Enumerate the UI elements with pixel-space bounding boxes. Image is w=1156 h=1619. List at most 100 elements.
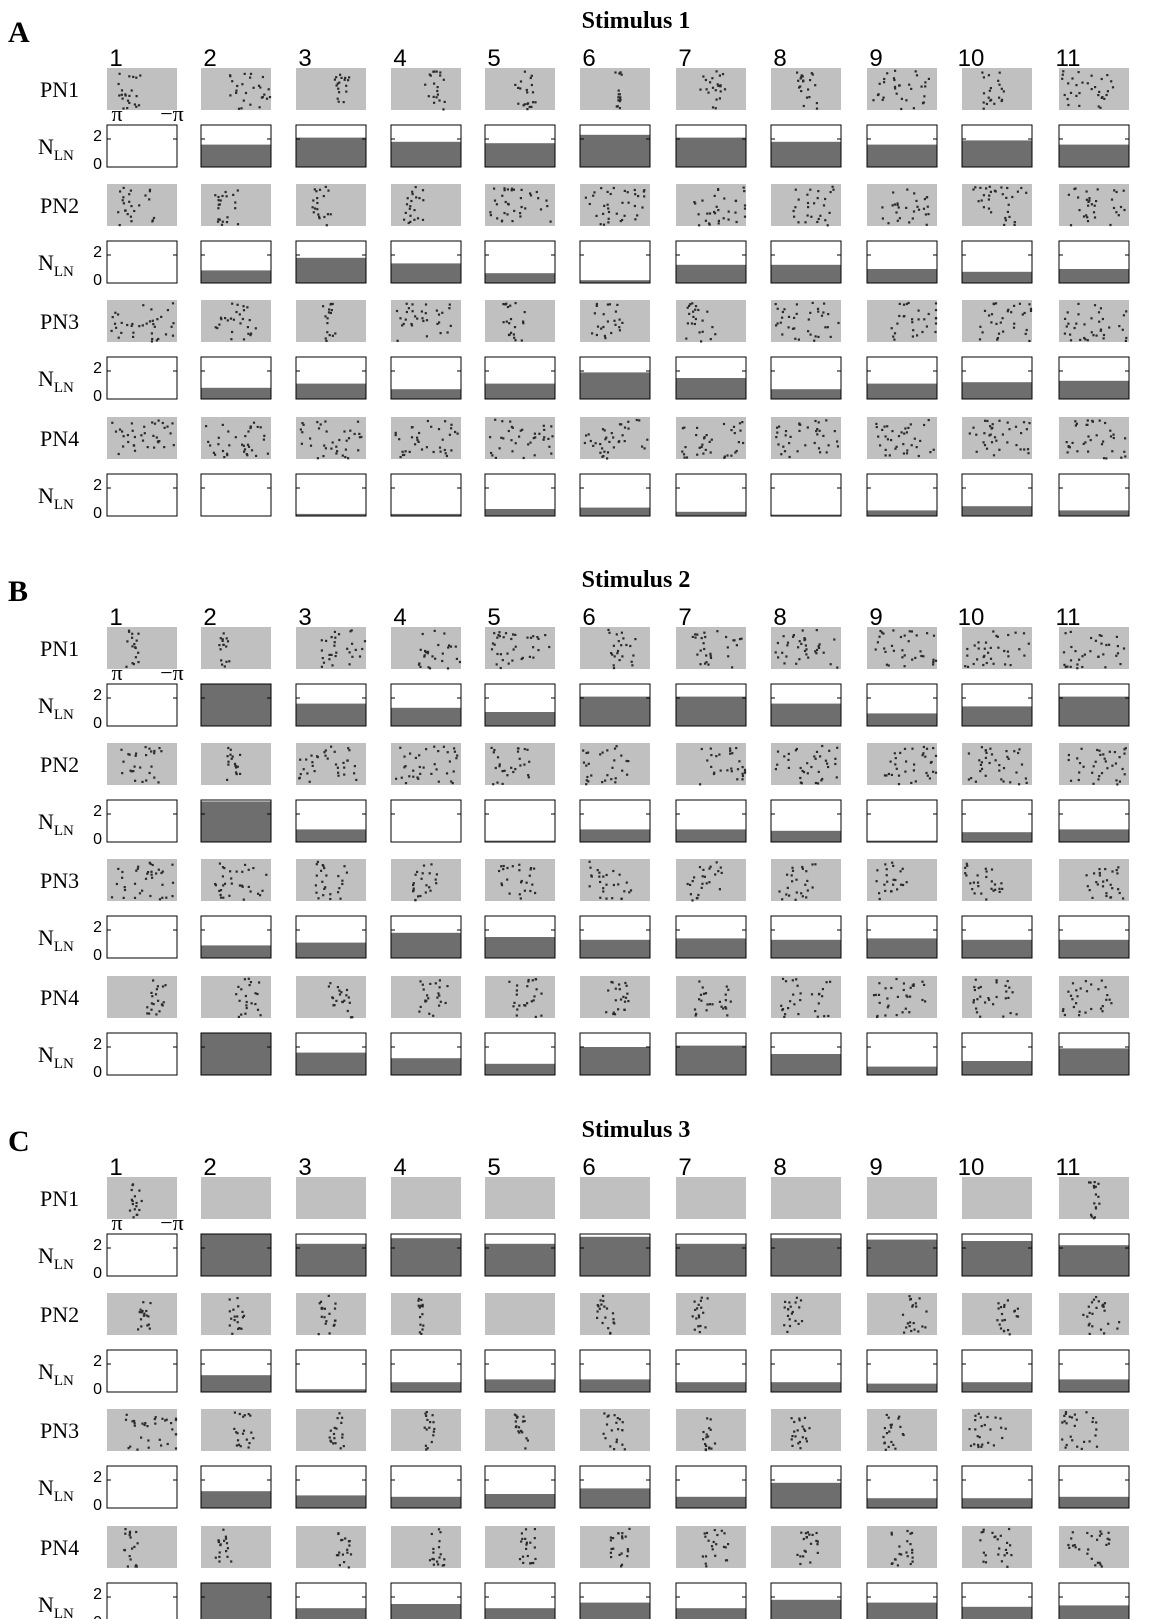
spike [901,867,904,870]
nln-frame [579,356,651,400]
nln-frame [484,473,556,517]
spike [133,896,137,899]
spike [897,774,901,777]
raster-box [485,1177,555,1219]
spike [325,224,328,227]
spike [1109,883,1112,886]
spike [498,447,501,450]
spike [1067,322,1070,325]
spike [238,1412,241,1416]
spike [908,83,911,86]
spike [709,747,712,750]
spike [996,1538,999,1541]
spike [518,1558,522,1561]
spike [137,651,140,654]
spike [410,322,413,326]
spike [641,206,644,209]
nln-bar [391,263,461,283]
spike [1006,1541,1009,1544]
nln-frame [484,799,556,843]
spike [820,779,823,782]
spike [133,765,136,768]
nln-frame [200,1349,272,1393]
spike [120,331,123,334]
raster-box [676,68,746,110]
spike [514,83,517,86]
spike [1105,998,1108,1001]
spike [437,1546,441,1549]
spike [596,325,600,328]
spike [1103,757,1106,760]
spike [993,436,997,439]
spike [608,440,611,443]
spike [1093,1181,1096,1184]
spike [903,665,906,668]
spike [896,219,899,222]
spike [893,85,897,88]
nln-tick-label: 2 [93,360,102,377]
spike [512,633,515,636]
spike [1124,437,1127,440]
spike [989,433,992,436]
row-label: PN2 [40,193,79,218]
raster-box [771,300,841,342]
spike [817,217,820,221]
spike [256,1008,260,1011]
spike [1112,206,1116,210]
spike [970,777,973,780]
spike [323,867,326,870]
nln-frame [961,240,1033,284]
spike [341,879,344,882]
spike [605,1307,609,1310]
raster-box [1059,417,1129,459]
spike [419,1304,422,1307]
spike [613,1013,617,1016]
nln-bar [1059,1379,1129,1392]
spike [824,326,827,329]
spike [162,1001,165,1004]
spike [817,310,820,313]
spike [137,661,140,664]
spike [330,653,333,656]
nln-bar [676,1608,746,1619]
spike [784,434,787,437]
spike [1095,434,1098,437]
spike [999,1417,1002,1420]
spike [126,640,129,643]
nln-frame [1058,1582,1130,1619]
spike [905,1551,908,1554]
spike [1101,317,1104,321]
spike [436,89,439,93]
spike [890,644,894,647]
spike [783,1306,786,1309]
spike [141,1422,144,1425]
raster-box [867,743,937,785]
spike [128,94,131,97]
spike [529,868,532,871]
spike [893,203,896,206]
spike [224,190,227,194]
spike [338,1564,341,1567]
spike [231,80,234,83]
spike [518,1431,521,1434]
spike [802,771,806,774]
spike [1063,663,1066,666]
spike [976,1435,979,1438]
spike [398,438,401,441]
spike [423,1426,426,1429]
spike [432,1430,435,1433]
spike [906,995,909,998]
spike [1061,1438,1064,1441]
column-number: 8 [773,604,786,631]
spike [1122,647,1126,650]
spike [718,74,721,77]
spike [249,890,252,893]
spike [154,1422,157,1425]
spike [165,1418,168,1421]
spike [977,1443,980,1447]
spike [966,647,969,651]
spike [595,302,598,306]
spike [1020,186,1023,190]
spike [798,422,801,425]
spike [610,652,613,655]
